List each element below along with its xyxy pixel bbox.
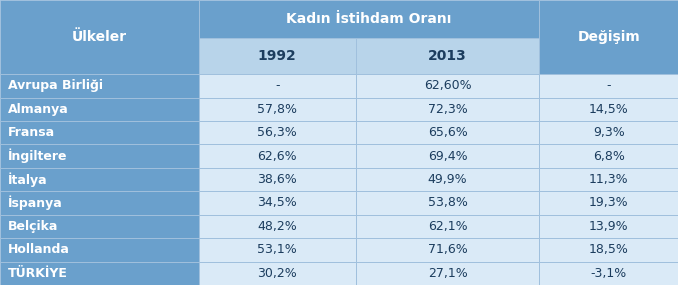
Bar: [199, 0, 540, 38]
Text: 53,8%: 53,8%: [428, 196, 468, 209]
Text: 30,2%: 30,2%: [258, 267, 297, 280]
Bar: [199, 262, 356, 285]
Text: 62,6%: 62,6%: [258, 150, 297, 163]
Text: -: -: [275, 79, 279, 92]
Bar: [540, 191, 678, 215]
Bar: [199, 215, 356, 238]
Text: Hollanda: Hollanda: [8, 243, 70, 256]
Bar: [199, 121, 356, 144]
Bar: [199, 144, 356, 168]
Text: 56,3%: 56,3%: [258, 126, 297, 139]
Bar: [356, 238, 540, 262]
Bar: [199, 97, 356, 121]
Text: 18,5%: 18,5%: [589, 243, 629, 256]
Bar: [540, 215, 678, 238]
Text: Avrupa Birliği: Avrupa Birliği: [8, 79, 103, 92]
Text: 2013: 2013: [428, 49, 467, 63]
Text: 11,3%: 11,3%: [589, 173, 629, 186]
Bar: [199, 238, 356, 262]
Bar: [0, 97, 199, 121]
Text: Belçika: Belçika: [8, 220, 58, 233]
Bar: [0, 74, 199, 97]
Bar: [0, 144, 199, 168]
Bar: [0, 121, 199, 144]
Bar: [540, 121, 678, 144]
Bar: [0, 238, 199, 262]
Bar: [0, 191, 199, 215]
Bar: [356, 262, 540, 285]
Text: Değişim: Değişim: [578, 30, 640, 44]
Bar: [356, 121, 540, 144]
Bar: [356, 74, 540, 97]
Bar: [0, 215, 199, 238]
Text: Kadın İstihdam Oranı: Kadın İstihdam Oranı: [286, 12, 452, 26]
Text: 69,4%: 69,4%: [428, 150, 467, 163]
Text: 62,1%: 62,1%: [428, 220, 467, 233]
Text: 57,8%: 57,8%: [257, 103, 297, 116]
Bar: [356, 38, 540, 74]
Text: 9,3%: 9,3%: [593, 126, 624, 139]
Bar: [199, 38, 356, 74]
Text: 6,8%: 6,8%: [593, 150, 624, 163]
Bar: [356, 215, 540, 238]
Bar: [540, 262, 678, 285]
Text: 27,1%: 27,1%: [428, 267, 468, 280]
Bar: [356, 144, 540, 168]
Bar: [356, 97, 540, 121]
Bar: [199, 168, 356, 191]
Bar: [540, 74, 678, 97]
Text: 53,1%: 53,1%: [258, 243, 297, 256]
Text: 14,5%: 14,5%: [589, 103, 629, 116]
Text: 62,60%: 62,60%: [424, 79, 471, 92]
Text: 72,3%: 72,3%: [428, 103, 468, 116]
Bar: [199, 191, 356, 215]
Bar: [356, 168, 540, 191]
Text: Fransa: Fransa: [8, 126, 56, 139]
Text: 13,9%: 13,9%: [589, 220, 629, 233]
Text: Almanya: Almanya: [8, 103, 69, 116]
Text: 71,6%: 71,6%: [428, 243, 468, 256]
Bar: [199, 74, 356, 97]
Bar: [540, 238, 678, 262]
Text: İspanya: İspanya: [8, 196, 63, 210]
Bar: [540, 0, 678, 74]
Text: 38,6%: 38,6%: [258, 173, 297, 186]
Bar: [540, 97, 678, 121]
Text: İtalya: İtalya: [8, 172, 47, 187]
Text: 19,3%: 19,3%: [589, 196, 629, 209]
Text: Ülkeler: Ülkeler: [72, 30, 127, 44]
Text: 49,9%: 49,9%: [428, 173, 467, 186]
Text: TÜRKİYE: TÜRKİYE: [8, 267, 68, 280]
Bar: [540, 144, 678, 168]
Text: -3,1%: -3,1%: [591, 267, 627, 280]
Bar: [0, 168, 199, 191]
Bar: [0, 262, 199, 285]
Bar: [540, 168, 678, 191]
Bar: [356, 191, 540, 215]
Text: 65,6%: 65,6%: [428, 126, 468, 139]
Bar: [0, 0, 199, 74]
Text: 48,2%: 48,2%: [258, 220, 297, 233]
Text: İngiltere: İngiltere: [8, 149, 68, 163]
Text: 34,5%: 34,5%: [258, 196, 297, 209]
Text: -: -: [606, 79, 611, 92]
Text: 1992: 1992: [258, 49, 296, 63]
